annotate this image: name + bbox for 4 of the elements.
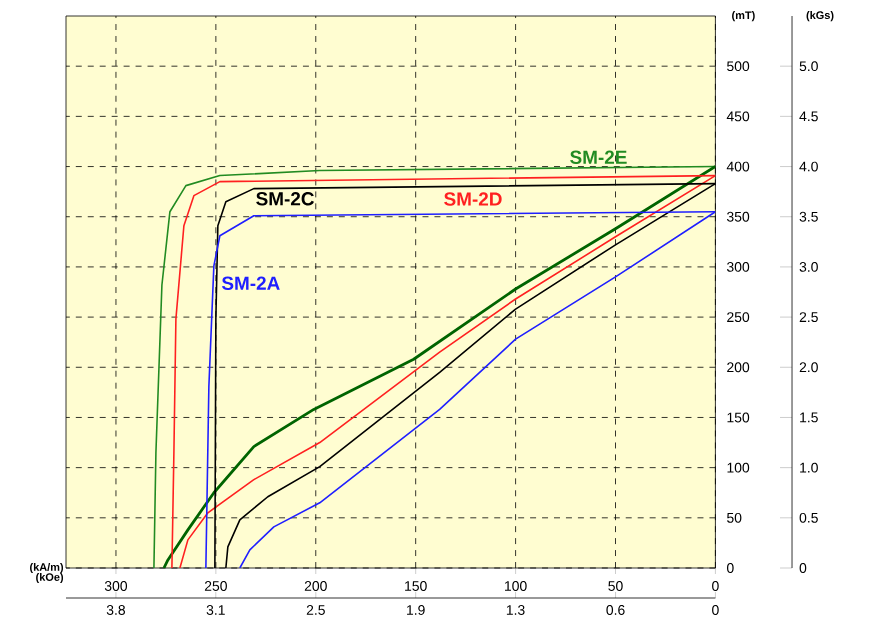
series-label: SM-2E [570, 150, 627, 164]
series-label: SM-2C [256, 192, 314, 206]
series-label: SM-2A [221, 276, 280, 290]
series-label: SM-2D [444, 192, 502, 206]
